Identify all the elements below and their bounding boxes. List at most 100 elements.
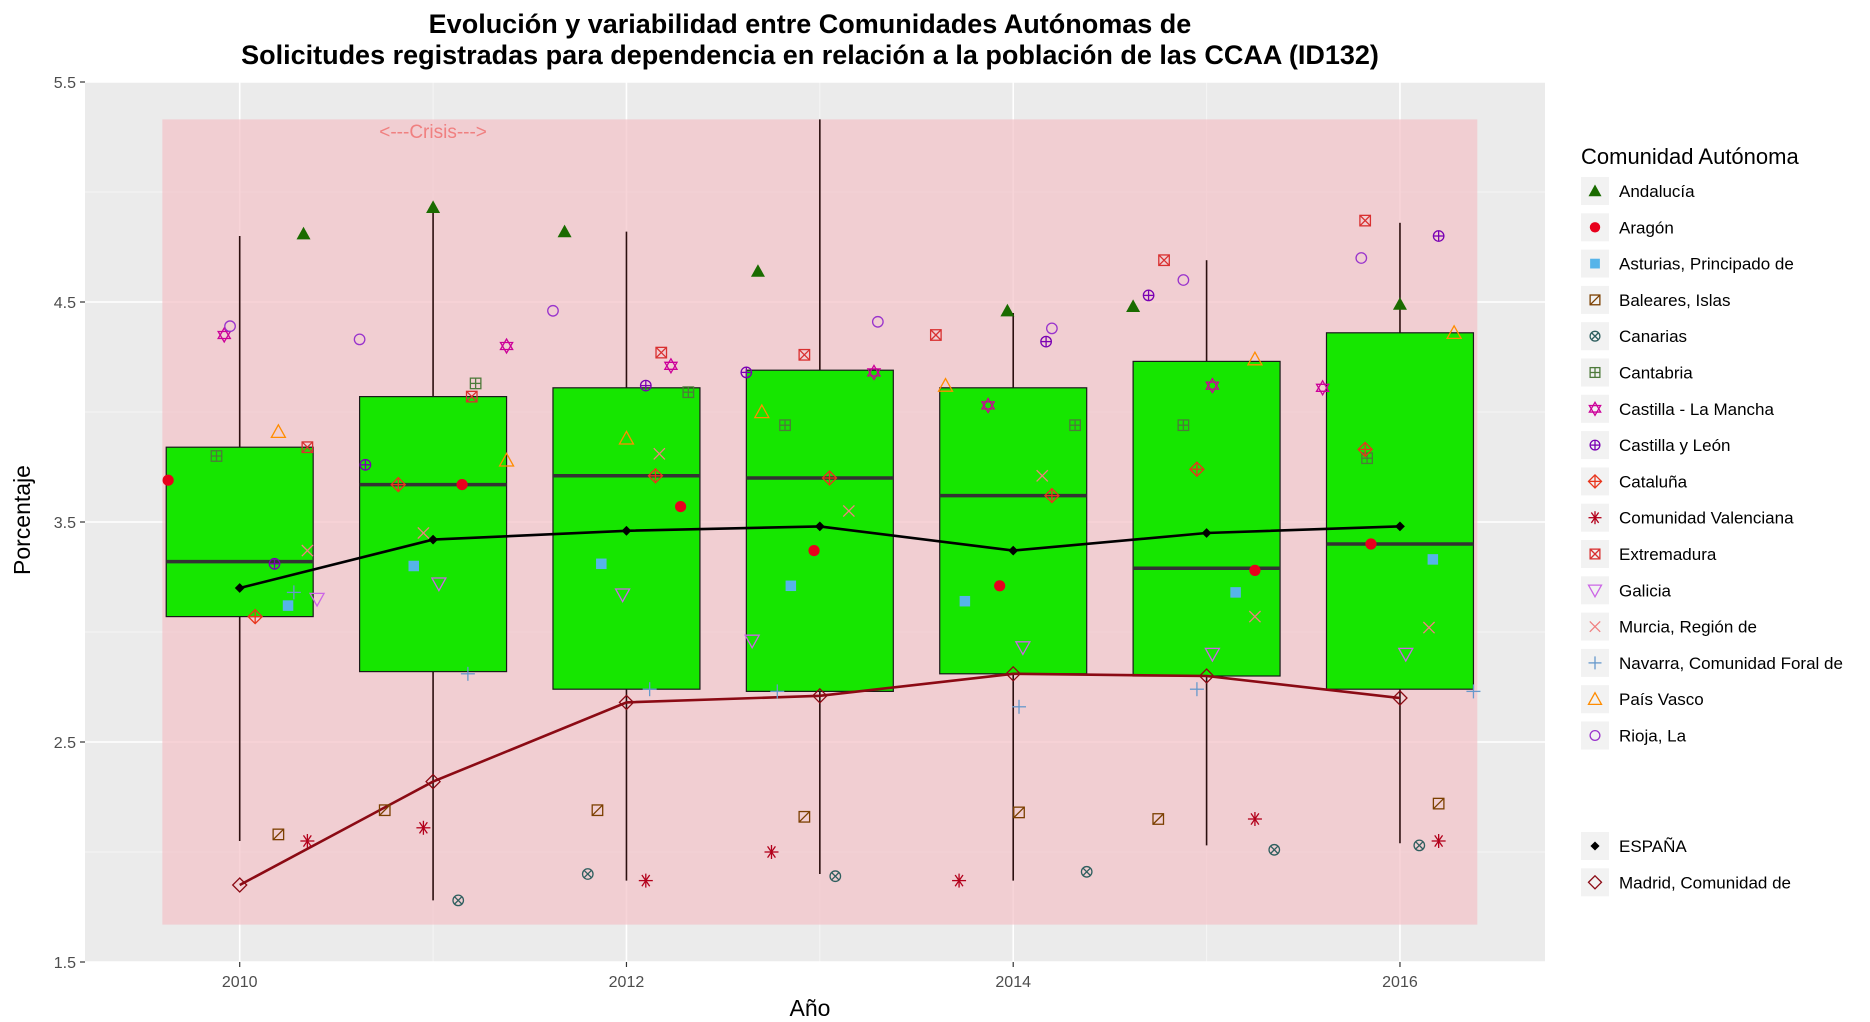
legend-item: Cantabria (1581, 358, 1693, 387)
marker-shape (1395, 521, 1405, 532)
marker-shape (162, 474, 174, 486)
line-point (1005, 665, 1022, 682)
marker-shape (1589, 222, 1601, 233)
box-2014 (939, 313, 1088, 881)
box-iqr (1132, 360, 1281, 677)
marker-shape (498, 452, 515, 467)
data-point (1205, 377, 1220, 394)
marker-shape (1201, 528, 1212, 538)
marker-shape (614, 588, 631, 603)
marker-shape (1365, 538, 1377, 550)
legend-label: Extremadura (1619, 545, 1717, 564)
data-point (1397, 647, 1414, 663)
series-line (239, 672, 1401, 887)
scatter-series-15 (224, 252, 1368, 346)
legend-item: Canarias (1581, 322, 1687, 351)
marker-shape (655, 346, 668, 359)
legend-item: Rioja, La (1581, 721, 1687, 750)
marker-shape (814, 521, 825, 532)
data-point (224, 320, 236, 333)
marker-shape (811, 687, 828, 704)
data-point (1043, 487, 1060, 504)
y-axis-title: Porcentaje (9, 465, 35, 575)
data-point (655, 346, 668, 359)
line-point (811, 687, 828, 704)
data-point (210, 450, 223, 462)
legend-key-marker (1589, 366, 1601, 379)
marker-shape (929, 329, 942, 341)
legend: Comunidad Autónoma Andalucía Aragón Asturi… (1581, 144, 1843, 897)
data-point (1432, 230, 1445, 242)
data-point (1446, 324, 1463, 340)
marker-shape (1005, 665, 1022, 682)
legend-key-marker (1590, 841, 1600, 851)
data-point (465, 390, 478, 403)
data-point (378, 804, 391, 817)
scatter-series-10 (301, 214, 1372, 454)
data-point (959, 595, 971, 607)
marker-stroke (1432, 797, 1445, 810)
legend-label: Murcia, Región de (1619, 618, 1757, 637)
marker-shape (798, 348, 811, 361)
legend-key-marker (1589, 439, 1601, 451)
data-point (1432, 797, 1445, 810)
marker-shape (425, 773, 441, 790)
x-tick-label: 2014 (995, 974, 1031, 991)
legend-key-marker (1590, 258, 1600, 269)
y-tick-label: 3.5 (54, 515, 76, 532)
plot-area: <---Crisis---> 1.5 2.5 3.5 4.5 5.5 2010 2012 201… (54, 75, 1545, 991)
scatter-series-0 (296, 200, 1407, 317)
data-point (866, 364, 882, 381)
scatter-series-12 (301, 447, 1436, 634)
chart-title-line-1: Evolución y variabilidad entre Comunidad… (429, 9, 1192, 39)
data-point (1357, 441, 1374, 458)
x-tick-label: 2016 (1382, 974, 1418, 991)
scatter-series-7 (268, 230, 1445, 570)
data-point (268, 557, 281, 570)
marker-shape (1589, 294, 1601, 306)
legend-item: Murcia, Región de (1581, 612, 1757, 641)
marker-shape (408, 560, 419, 572)
data-point (430, 577, 447, 592)
box-2011 (358, 203, 508, 901)
legend-key-marker (1588, 656, 1602, 670)
data-point (675, 501, 687, 513)
legend-label: Cantabria (1619, 364, 1693, 383)
marker-shape (808, 545, 820, 557)
marker-stroke (417, 526, 430, 540)
marker-stroke (272, 828, 285, 841)
data-point (301, 544, 314, 557)
data-point (417, 526, 430, 540)
x-axis-title: Año (790, 995, 831, 1021)
marker-shape (618, 430, 635, 445)
legend-label: Asturias, Principado de (1619, 255, 1794, 274)
data-point (682, 386, 695, 399)
legend-key-marker (1587, 874, 1603, 890)
data-point (1230, 587, 1241, 598)
legend-label: ESPAÑA (1619, 837, 1687, 856)
marker-stroke (1591, 332, 1599, 341)
marker-stroke (798, 349, 811, 361)
legend-item: País Vasco (1581, 685, 1704, 714)
legend-key-marker (1588, 511, 1602, 525)
marker-shape (217, 326, 232, 340)
marker-shape (1246, 350, 1264, 366)
marker-stroke (1589, 294, 1601, 306)
marker-shape (591, 804, 604, 817)
legend-item: Extremadura (1581, 540, 1717, 568)
data-point (871, 315, 884, 328)
box-2012 (552, 231, 701, 881)
box-iqr (358, 396, 508, 673)
data-point (1189, 682, 1204, 697)
marker-shape (1397, 647, 1414, 663)
marker-shape (428, 534, 438, 545)
data-point (1466, 684, 1481, 699)
data-point (808, 545, 820, 557)
marker-shape (1204, 647, 1221, 663)
marker-shape (1446, 324, 1463, 340)
legend-label: Castilla - La Mancha (1619, 400, 1775, 419)
marker-shape (1205, 377, 1220, 390)
data-point (980, 397, 996, 414)
marker-shape (1589, 548, 1601, 560)
data-point (1036, 469, 1049, 482)
